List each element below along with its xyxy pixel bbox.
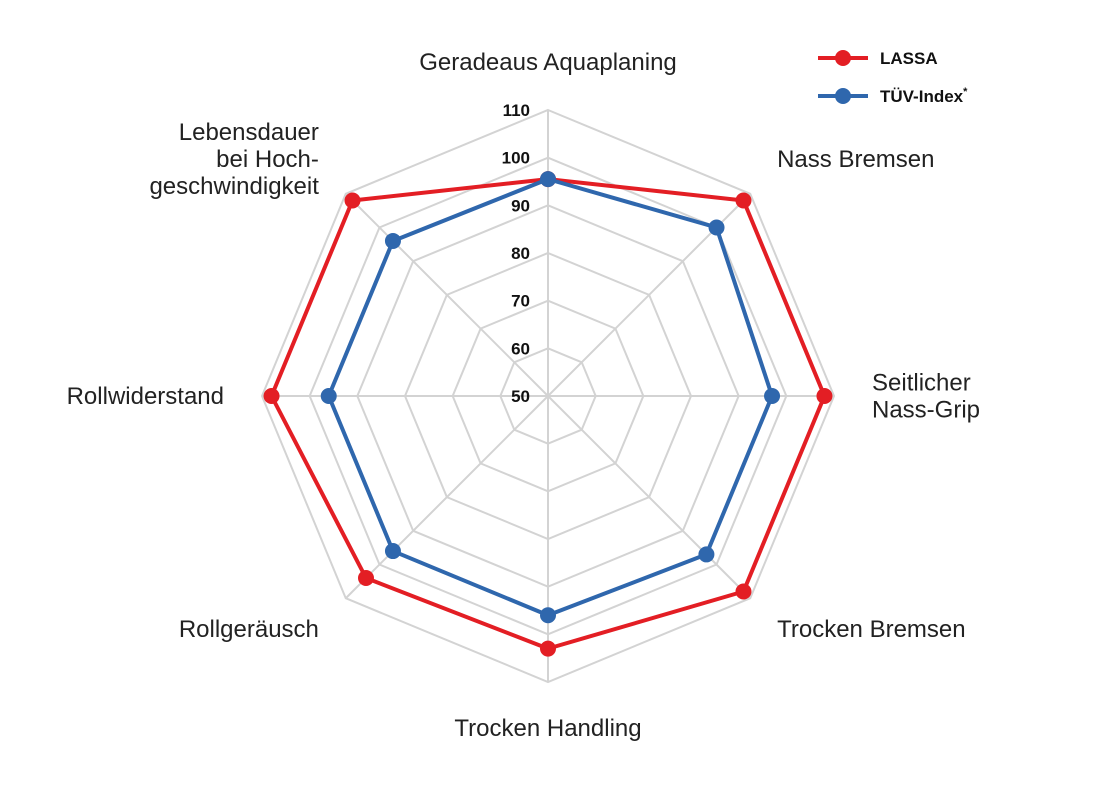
legend-item: TÜV-Index* [818,86,968,106]
axis-label-line: Rollwiderstand [67,383,224,410]
tick-label: 50 [511,387,530,406]
axis-label-line: Nass-Grip [872,397,980,424]
data-point [816,388,833,404]
tick-label: 70 [511,292,530,311]
series-t-v-index [320,171,781,624]
axis-label: Trocken Bremsen [777,616,966,643]
axis-label-line: Lebensdauer [179,119,319,146]
axis-label: Seitlicher Nass-Grip [872,370,980,424]
data-point [263,388,280,404]
data-series [263,171,833,657]
axis-label: Lebensdauer bei Hoch-geschwindigkeit [149,119,319,200]
axis-label: Nass Bremsen [777,146,934,173]
axis-label: Geradeaus Aquaplaning [419,49,677,76]
data-point [344,192,361,209]
axis-label: Trocken Handling [454,715,641,742]
radar-grid [260,108,836,684]
grid-spoke [345,193,549,397]
grid-spoke [547,395,751,599]
axis-label-line: Seitlicher [872,370,971,397]
data-point [384,232,401,249]
axis-labels: Geradeaus Aquaplaning Nass Bremsen Seitlic… [67,49,980,742]
axis-label-line: Nass Bremsen [777,146,934,173]
legend-swatch-marker [835,88,851,104]
data-point [540,607,556,624]
data-point [320,388,337,404]
axis-label-line: bei Hoch- [216,146,319,173]
data-point [384,543,401,560]
legend-item: LASSA [818,49,938,68]
data-point [540,171,556,188]
legend-label-superscript: * [963,86,968,98]
tick-label: 60 [511,339,530,358]
grid-spoke [345,395,549,599]
legend-swatch-marker [835,50,851,66]
data-point [698,546,715,563]
axis-label: Rollgeräusch [179,616,319,643]
tick-label: 110 [503,101,530,120]
axis-label-line: geschwindigkeit [149,173,319,200]
data-point [708,219,725,236]
legend-label: LASSA [880,49,938,68]
legend: LASSA TÜV-Index* [818,49,968,106]
axis-label-line: Geradeaus Aquaplaning [419,49,677,76]
data-point [735,583,752,600]
data-point [357,570,374,587]
data-point [735,192,752,209]
axis-label-line: Trocken Bremsen [777,616,966,643]
radial-tick-labels: 50 60 70 80 90 100 110 [502,101,530,406]
data-point [540,640,556,657]
tick-label: 100 [502,149,530,168]
data-point [764,388,781,404]
axis-label: Rollwiderstand [67,383,224,410]
legend-label: TÜV-Index* [880,86,968,106]
tick-label: 90 [511,196,530,215]
axis-label-line: Rollgeräusch [179,616,319,643]
axis-label-line: Trocken Handling [454,715,641,742]
tick-label: 80 [511,244,530,263]
